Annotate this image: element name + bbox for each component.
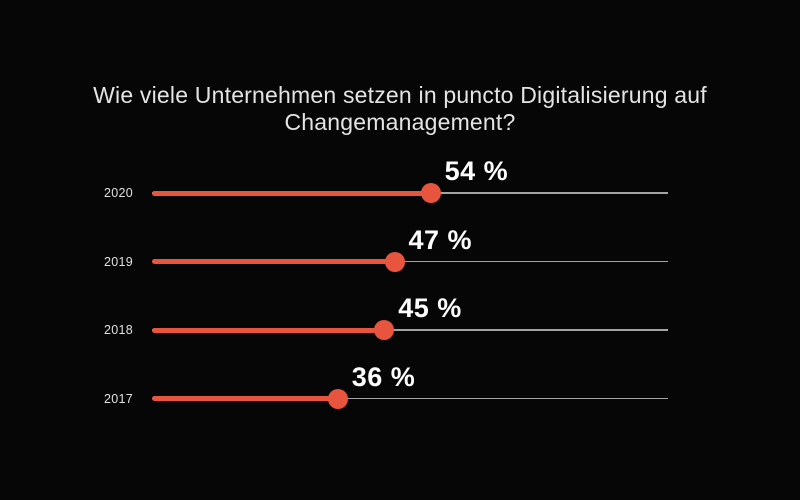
- value-line: [152, 259, 395, 264]
- chart-row: 2017 36 %: [0, 361, 800, 434]
- axis-track-line: [152, 329, 668, 331]
- value-line: [152, 327, 385, 333]
- axis-track-line: [152, 397, 668, 400]
- value-dot: [374, 320, 395, 340]
- value-dot: [384, 251, 405, 272]
- chart-row: 2018 45 %: [0, 295, 800, 365]
- year-label: 2019: [103, 254, 133, 269]
- value-label: 47 %: [408, 224, 473, 255]
- chart-row: 2020 54 %: [0, 158, 800, 228]
- value-line: [152, 396, 338, 401]
- axis-track-line: [152, 260, 668, 263]
- value-label: 36 %: [351, 361, 416, 392]
- chart-row: 2019 47 %: [0, 224, 800, 297]
- value-label: 54 %: [444, 156, 509, 186]
- value-label: 45 %: [398, 293, 462, 323]
- year-label: 2020: [103, 186, 133, 200]
- value-dot: [327, 388, 348, 409]
- value-line: [152, 190, 431, 196]
- value-dot: [420, 183, 441, 203]
- year-label: 2018: [103, 323, 133, 337]
- year-label: 2017: [103, 391, 133, 406]
- chart-title: Wie viele Unternehmen setzen in puncto D…: [93, 82, 707, 135]
